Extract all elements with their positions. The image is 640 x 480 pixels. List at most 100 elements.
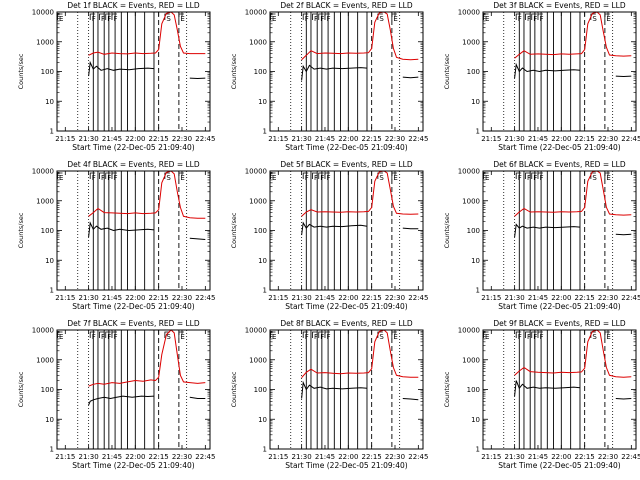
plot-frame <box>56 11 211 132</box>
x-tick-label: 22:00 <box>551 453 571 461</box>
y-tick-label: 10000 <box>458 168 480 176</box>
y-tick-label: 1000 <box>462 356 480 364</box>
plot-frame <box>482 11 637 132</box>
series-line-events-2 <box>402 398 419 401</box>
x-tick-label: 22:45 <box>408 135 428 143</box>
corner-mark <box>318 331 324 338</box>
corner-mark-label: E <box>606 333 610 341</box>
y-tick-label: 100 <box>254 227 267 235</box>
corner-mark <box>377 13 383 20</box>
y-tick-label: 100 <box>41 68 54 76</box>
x-tick-label: 22:30 <box>172 453 192 461</box>
corner-mark-label: F <box>101 333 105 341</box>
x-tick-label: 22:45 <box>408 294 428 302</box>
x-tick-label: 21:30 <box>79 294 99 302</box>
panel-title: Det 6f BLACK = Events, RED = LLD <box>493 160 626 169</box>
corner-mark-label: S <box>379 174 384 182</box>
x-tick-label: 22:45 <box>195 294 215 302</box>
corner-mark <box>164 331 170 338</box>
corner-mark-label: F <box>533 333 537 341</box>
x-tick-label: 22:30 <box>598 294 618 302</box>
y-tick-label: 10 <box>45 416 54 424</box>
plot-frame <box>269 170 424 291</box>
x-tick-label: 22:45 <box>621 453 640 461</box>
x-tick-label: 22:15 <box>362 135 382 143</box>
y-axis-label: Counts/sec <box>230 371 238 407</box>
corner-mark-label: S <box>379 15 384 23</box>
corner-mark <box>105 13 111 20</box>
x-tick-label: 21:15 <box>481 453 501 461</box>
series-line-events-2 <box>402 227 419 230</box>
series-line-lld-1 <box>88 329 206 387</box>
corner-mark <box>270 331 276 338</box>
series-line-events-0 <box>301 221 368 236</box>
x-tick-label: 22:30 <box>385 135 405 143</box>
x-tick-label: 22:30 <box>172 135 192 143</box>
corner-mark-label: F <box>326 174 330 182</box>
series-line-events-0 <box>514 223 581 238</box>
y-tick-label: 10000 <box>32 327 54 335</box>
series-line-lld-1 <box>88 11 206 56</box>
x-tick-label: 22:00 <box>551 135 571 143</box>
x-tick-label: 22:00 <box>338 294 358 302</box>
series-line-lld-1 <box>301 329 419 379</box>
corner-mark <box>89 331 96 338</box>
series-line-lld-1 <box>88 170 206 219</box>
y-tick-label: 10000 <box>32 9 54 17</box>
corner-mark <box>99 13 105 20</box>
corner-mark <box>483 331 489 338</box>
plot-frame <box>56 329 211 450</box>
y-tick-label: 1 <box>50 446 54 454</box>
y-tick-label: 1 <box>263 287 267 295</box>
y-tick-label: 10000 <box>32 168 54 176</box>
corner-mark <box>377 172 383 179</box>
corner-mark-label: F <box>539 174 543 182</box>
corner-mark-label: E <box>485 15 489 23</box>
corner-mark <box>89 172 96 179</box>
x-tick-label: 21:15 <box>55 294 75 302</box>
x-axis-label: Start Time (22-Dec-05 21:09:40) <box>498 302 620 311</box>
y-tick-label: 10 <box>471 257 480 265</box>
panel-title: Det 1f BLACK = Events, RED = LLD <box>67 1 200 10</box>
y-tick-label: 100 <box>467 68 480 76</box>
corner-mark <box>515 172 522 179</box>
corner-mark-label: E <box>606 15 610 23</box>
y-tick-label: 1 <box>263 128 267 136</box>
x-tick-label: 22:00 <box>338 135 358 143</box>
corner-mark-label: S <box>379 333 384 341</box>
x-tick-label: 21:45 <box>528 294 548 302</box>
corner-mark-label: E <box>180 174 184 182</box>
series-line-events-2 <box>189 396 206 399</box>
x-tick-label: 21:45 <box>102 135 122 143</box>
y-tick-label: 1000 <box>249 38 267 46</box>
corner-mark-label: F <box>527 174 531 182</box>
y-tick-label: 1000 <box>36 197 54 205</box>
y-axis-label: Counts/sec <box>443 53 451 89</box>
x-tick-label: 21:45 <box>315 135 335 143</box>
x-tick-label: 21:15 <box>55 453 75 461</box>
y-axis-label: Counts/sec <box>230 212 238 248</box>
x-tick-label: 22:15 <box>362 453 382 461</box>
corner-mark <box>318 13 324 20</box>
y-tick-label: 100 <box>254 68 267 76</box>
corner-mark-label: F <box>320 174 324 182</box>
y-tick-label: 10000 <box>245 327 267 335</box>
y-tick-label: 10 <box>258 98 267 106</box>
y-tick-label: 1000 <box>462 197 480 205</box>
corner-mark-label: F <box>101 15 105 23</box>
y-tick-label: 10000 <box>245 9 267 17</box>
panel-title: Det 9f BLACK = Events, RED = LLD <box>493 319 626 328</box>
series-line-lld-1 <box>514 170 632 217</box>
corner-mark-label: F <box>326 333 330 341</box>
panel-title: Det 3f BLACK = Events, RED = LLD <box>493 1 626 10</box>
panel-title: Det 8f BLACK = Events, RED = LLD <box>280 319 413 328</box>
x-axis-label: Start Time (22-Dec-05 21:09:40) <box>72 302 194 311</box>
corner-mark-label: E <box>393 15 397 23</box>
